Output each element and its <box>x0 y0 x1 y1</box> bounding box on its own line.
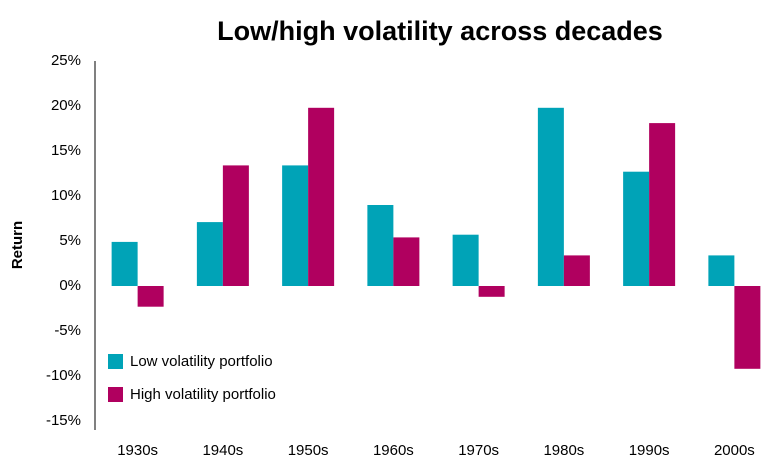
bar <box>563 255 590 286</box>
bar <box>393 237 420 286</box>
y-axis-label: Return <box>9 221 26 269</box>
y-tick-label: 10% <box>51 187 81 204</box>
bar <box>708 255 735 286</box>
x-tick-label: 1990s <box>629 442 670 459</box>
bar <box>282 165 309 286</box>
bar <box>308 107 335 286</box>
x-tick-label: 1930s <box>117 442 158 459</box>
x-tick-label: 1980s <box>543 442 584 459</box>
legend-swatch <box>108 354 123 369</box>
x-tick-label: 1940s <box>202 442 243 459</box>
bar <box>196 222 223 286</box>
x-tick-label: 1970s <box>458 442 499 459</box>
bar <box>649 123 676 286</box>
bar <box>734 286 761 369</box>
chart-title: Low/high volatility across decades <box>217 16 663 46</box>
y-tick-label: 0% <box>59 277 81 294</box>
legend-swatch <box>108 387 123 402</box>
bar <box>137 286 164 307</box>
y-tick-label: -10% <box>46 367 81 384</box>
bar <box>222 165 249 286</box>
bar <box>537 107 564 286</box>
bar <box>111 241 138 286</box>
bar <box>452 234 479 286</box>
y-tick-label: -15% <box>46 412 81 429</box>
legend-label: High volatility portfolio <box>130 386 276 403</box>
y-tick-label: 15% <box>51 142 81 159</box>
y-tick-label: 20% <box>51 97 81 114</box>
bar <box>478 286 505 297</box>
y-tick-label: 25% <box>51 52 81 69</box>
bar <box>623 171 650 286</box>
x-tick-label: 1960s <box>373 442 414 459</box>
x-tick-label: 2000s <box>714 442 755 459</box>
x-tick-label: 1950s <box>288 442 329 459</box>
bar <box>367 205 394 286</box>
y-tick-label: -5% <box>54 322 81 339</box>
legend-label: Low volatility portfolio <box>130 353 273 370</box>
y-tick-label: 5% <box>59 232 81 249</box>
